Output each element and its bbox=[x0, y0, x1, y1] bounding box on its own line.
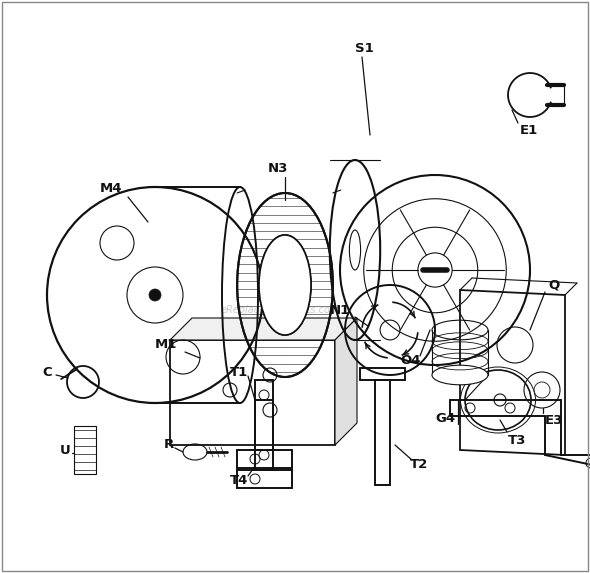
Text: Q: Q bbox=[548, 278, 559, 292]
Bar bbox=[255, 380, 273, 450]
Bar bbox=[237, 470, 292, 488]
Text: T4: T4 bbox=[230, 473, 248, 486]
Bar bbox=[170, 340, 335, 445]
Text: E1: E1 bbox=[520, 124, 538, 136]
Text: T1: T1 bbox=[230, 366, 248, 379]
Text: U: U bbox=[60, 444, 71, 457]
Text: G4: G4 bbox=[435, 411, 455, 425]
Ellipse shape bbox=[432, 365, 488, 385]
Text: T2: T2 bbox=[410, 458, 428, 472]
Text: C: C bbox=[42, 366, 52, 379]
Text: R: R bbox=[164, 438, 174, 452]
Bar bbox=[375, 380, 390, 485]
Text: N1: N1 bbox=[330, 304, 350, 316]
Circle shape bbox=[149, 289, 161, 301]
Bar bbox=[255, 400, 273, 470]
Text: M1: M1 bbox=[155, 339, 178, 351]
Polygon shape bbox=[170, 318, 357, 340]
Text: O4: O4 bbox=[400, 354, 421, 367]
Text: M4: M4 bbox=[100, 182, 123, 194]
Bar bbox=[74, 426, 96, 474]
Ellipse shape bbox=[259, 235, 311, 335]
Text: N3: N3 bbox=[268, 162, 289, 175]
Ellipse shape bbox=[259, 235, 311, 335]
Text: S1: S1 bbox=[355, 41, 373, 54]
Text: eReplacementParts.com: eReplacementParts.com bbox=[220, 305, 340, 315]
Text: T3: T3 bbox=[508, 434, 526, 446]
Ellipse shape bbox=[349, 230, 360, 270]
Polygon shape bbox=[335, 318, 357, 445]
Bar bbox=[237, 450, 292, 468]
Text: E3: E3 bbox=[545, 414, 563, 426]
